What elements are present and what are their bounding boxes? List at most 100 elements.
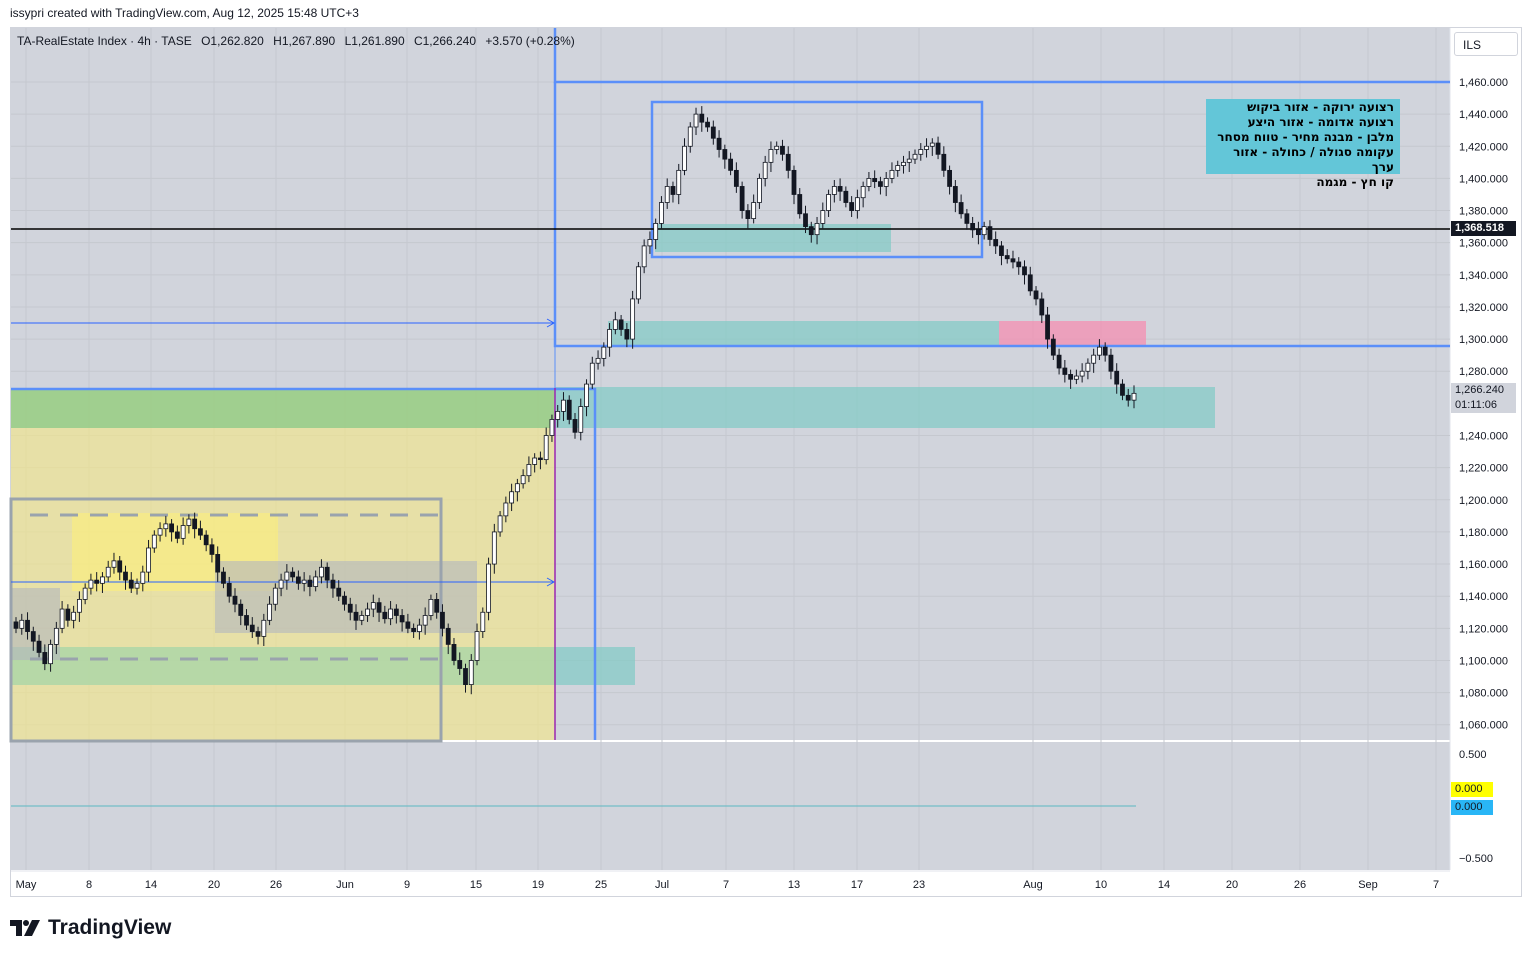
candle-body — [491, 531, 497, 565]
candle-body — [987, 226, 993, 240]
candle-body — [814, 223, 820, 236]
candle-body — [1068, 374, 1074, 380]
candle-body — [376, 602, 382, 613]
time-tick-label: 17 — [851, 879, 863, 891]
candle-body — [572, 419, 578, 433]
price-tick-label: 1,400.000 — [1459, 173, 1508, 185]
candle-body — [878, 181, 883, 187]
chart-frame[interactable] — [10, 27, 1522, 897]
candle-body — [584, 383, 589, 407]
price-tick-label: 1,380.000 — [1459, 206, 1508, 218]
demand-zone-left[interactable] — [11, 390, 555, 428]
candle-body — [803, 213, 808, 228]
range-box-distribution[interactable] — [650, 100, 984, 259]
price-tick-label: 1,180.000 — [1459, 527, 1508, 539]
candle-body — [1010, 258, 1016, 263]
candle-body — [198, 528, 203, 536]
legend-note-box[interactable]: רצועה ירוקה - אזור ביקוש רצועה אדומה - א… — [1206, 99, 1400, 189]
candle-body — [1114, 370, 1120, 385]
time-tick-label: 7 — [1433, 879, 1439, 891]
candle-body — [1045, 314, 1050, 340]
candle-body — [111, 560, 117, 568]
candle-body — [889, 169, 895, 179]
candle-body — [1108, 354, 1114, 372]
symbol-name[interactable]: TA-RealEstate Index · 4h · TASE — [17, 34, 192, 48]
candle-body — [203, 534, 209, 546]
candle-body — [687, 126, 693, 147]
candle-body — [157, 528, 163, 536]
candle-body — [578, 406, 584, 433]
legend-line-3: מלבן - מבנה מחיר - טווח מסחר — [1217, 130, 1394, 144]
price-tick-label: 1,100.000 — [1459, 655, 1508, 667]
candle-body — [100, 576, 105, 584]
candle-body — [520, 475, 526, 485]
candle-body — [785, 153, 791, 171]
candle-body — [290, 571, 296, 578]
candle-body — [232, 595, 238, 605]
time-tick-label: 14 — [145, 879, 157, 891]
indicator-value-yellow: 0.000 — [1451, 782, 1493, 797]
tradingview-logo-icon — [10, 920, 40, 936]
candle-body — [710, 126, 716, 139]
candle-body — [295, 576, 301, 584]
candle-body — [393, 608, 399, 616]
candle-body — [174, 531, 180, 539]
candle-body — [422, 615, 428, 626]
candle-body — [854, 197, 860, 211]
candle-body — [440, 611, 445, 629]
candle-body — [768, 149, 774, 163]
candle-body — [1027, 274, 1033, 292]
demand-zone-main[interactable] — [555, 387, 1215, 428]
candle-body — [123, 571, 128, 581]
trend-arrowhead-upper — [546, 318, 556, 328]
candle-body — [463, 668, 468, 685]
candle-body — [941, 153, 947, 171]
candle-body — [25, 619, 30, 632]
price-tick-label: 1,280.000 — [1459, 366, 1508, 378]
candle-body — [653, 223, 659, 240]
demand-zone-mid[interactable] — [608, 321, 999, 347]
candle-body — [163, 523, 169, 530]
price-tick-label: 1,080.000 — [1459, 688, 1508, 700]
candle-body — [1120, 383, 1125, 396]
currency-button[interactable]: ILS — [1454, 32, 1518, 56]
candle-body — [30, 631, 36, 642]
time-tick-label: 23 — [913, 879, 925, 891]
time-tick-label: 26 — [1294, 879, 1306, 891]
legend-line-5: קו חץ - מגמה — [1316, 175, 1394, 189]
candle-body — [255, 631, 261, 637]
ohlc-change: +3.570 (+0.28%) — [485, 34, 575, 48]
candle-body — [843, 190, 849, 203]
candle-body — [595, 357, 601, 364]
candle-body — [901, 161, 906, 166]
candle-body — [347, 603, 353, 613]
candle-body — [457, 660, 463, 669]
candle-body — [342, 595, 347, 605]
price-axis[interactable]: 1,460.000 1,440.000 1,420.000 1,400.000 1,38… — [1459, 77, 1508, 865]
candle-body — [451, 644, 457, 661]
candle-body — [186, 518, 192, 526]
candle-body — [641, 245, 647, 268]
candle-body — [151, 534, 157, 549]
candle-body — [480, 611, 486, 632]
candle-body — [791, 169, 797, 195]
candle-body — [561, 399, 566, 412]
candle-body — [267, 603, 272, 621]
candle-body — [670, 186, 676, 195]
time-tick-label: Jun — [336, 879, 354, 891]
tradingview-brand[interactable]: TradingView — [10, 915, 171, 941]
supply-zone[interactable] — [999, 321, 1146, 347]
price-tick-label: 1,200.000 — [1459, 495, 1508, 507]
candle-body — [866, 178, 872, 187]
demand-zone-top[interactable] — [655, 224, 891, 252]
candle-body — [221, 571, 226, 584]
price-tick-label: 1,120.000 — [1459, 623, 1508, 635]
candle-body — [1022, 266, 1027, 276]
candle-body — [659, 202, 664, 224]
candle-body — [976, 229, 981, 236]
range-box-breakout[interactable] — [11, 387, 597, 740]
candle-body — [509, 491, 515, 504]
time-axis[interactable]: May 8 14 20 26 Jun 9 15 19 25 Jul 7 13 17 23 Aug 10 14 20 2… — [16, 879, 1439, 891]
last-price-tag: 1,266.240 — [1451, 383, 1516, 398]
candle-body — [169, 523, 174, 533]
